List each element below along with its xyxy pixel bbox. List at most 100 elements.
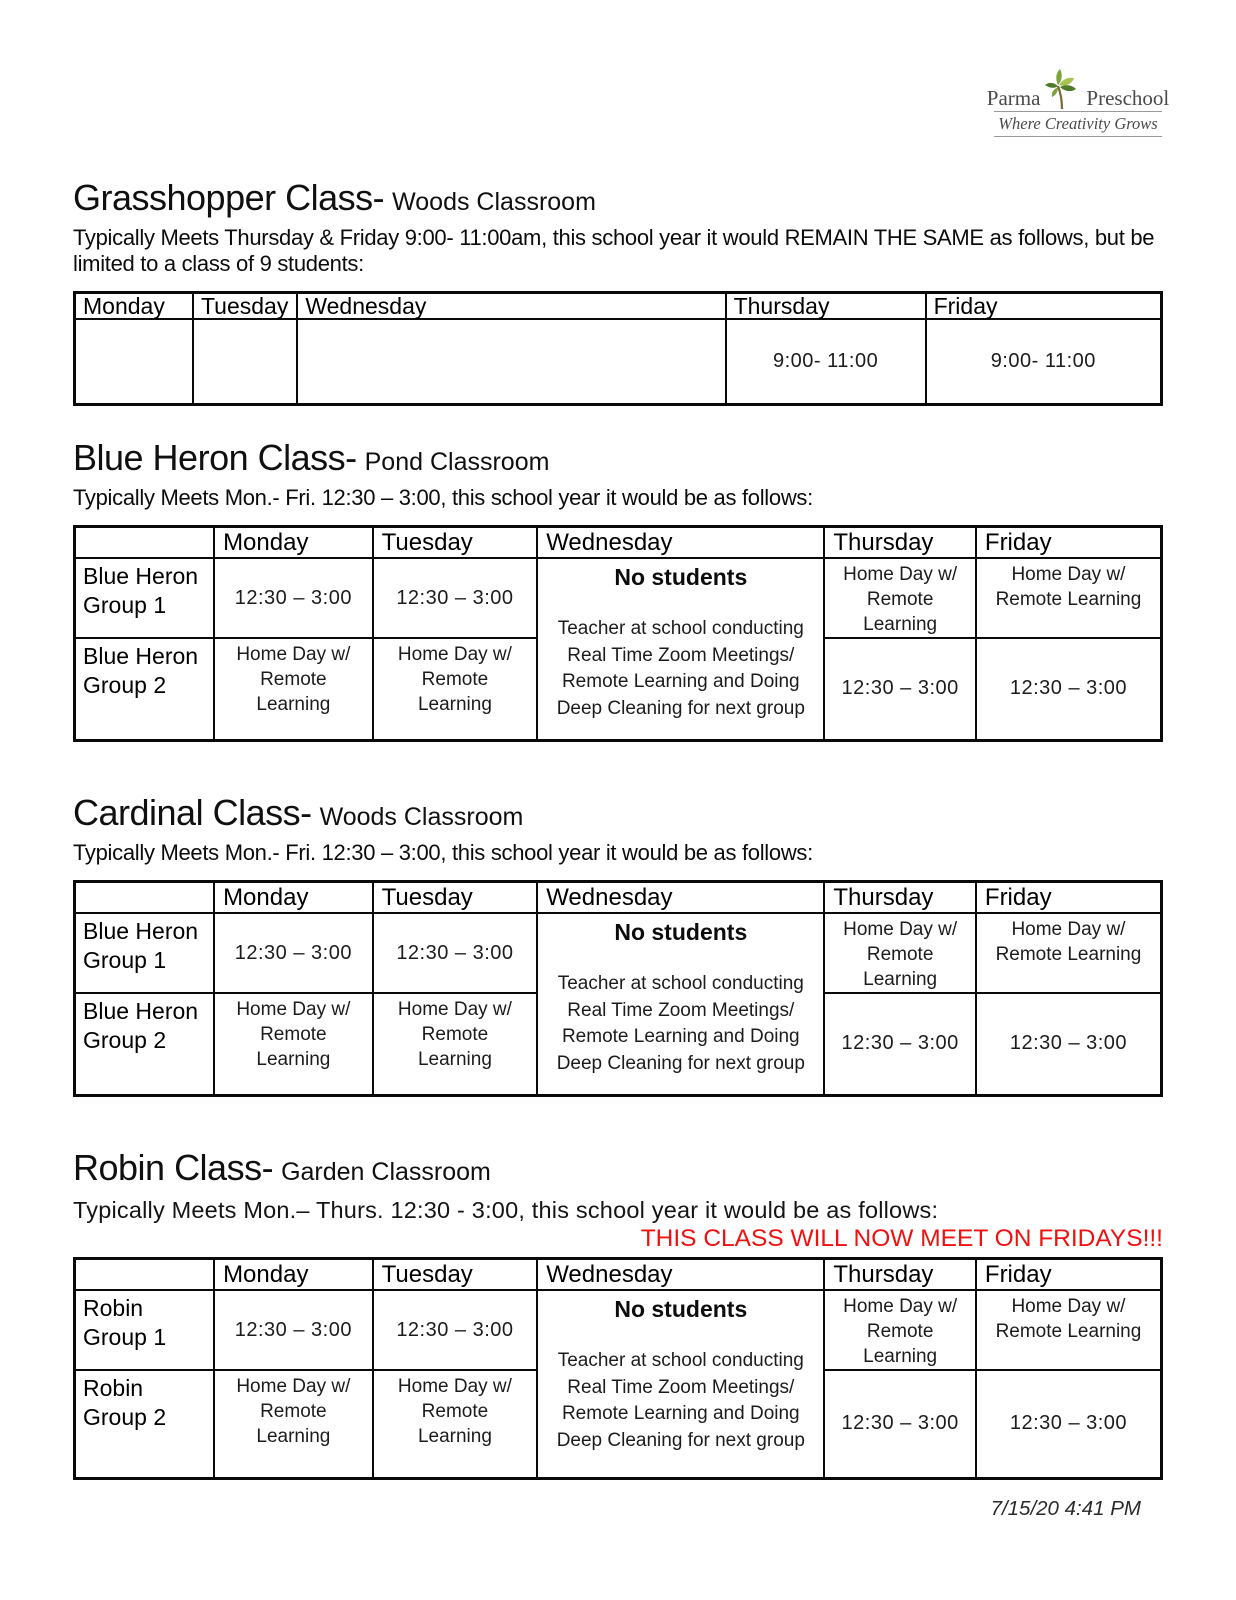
section-title-blue-heron: Blue Heron Class- Pond Classroom xyxy=(73,438,1163,483)
cell-thursday: Home Day w/ Remote Learning xyxy=(823,912,977,994)
logo-name-left: Parma xyxy=(986,86,1041,110)
class-name: Robin Class- xyxy=(73,1147,274,1188)
section-description: Typically Meets Mon.- Fri. 12:30 – 3:00,… xyxy=(73,840,813,865)
cell-wednesday: No students Teacher at school conducting… xyxy=(536,912,826,1096)
day-header-wednesday: Wednesday xyxy=(296,291,727,320)
section-robin: Robin Class- Garden Classroom Typically M… xyxy=(73,1148,1163,1480)
cell-thursday: Home Day w/ Remote Learning xyxy=(823,1289,977,1371)
classroom-name: Woods Classroom xyxy=(319,803,524,831)
group-label: Robin Group 2 xyxy=(73,1369,216,1479)
cell-monday: Home Day w/ Remote Learning xyxy=(213,992,374,1096)
table-header-row: Monday Tuesday Wednesday Thursday Friday xyxy=(73,291,1163,320)
logo-name-right: Preschool xyxy=(1086,86,1170,110)
day-header-wednesday: Wednesday xyxy=(536,880,826,914)
cell-tuesday: 12:30 – 3:00 xyxy=(371,1289,539,1371)
day-header-friday: Friday xyxy=(924,291,1163,320)
cell-thursday: 9:00- 11:00 xyxy=(724,318,927,406)
class-name: Grasshopper Class- xyxy=(73,177,385,218)
cell-monday: 12:30 – 3:00 xyxy=(213,912,374,994)
day-header-monday: Monday xyxy=(213,880,374,914)
table-row-group2: Blue Heron Group 2 Home Day w/ Remote Le… xyxy=(73,992,1163,1096)
cell-tuesday: Home Day w/ Remote Learning xyxy=(371,992,539,1096)
cell-wednesday xyxy=(296,318,727,406)
cardinal-schedule-table: Monday Tuesday Wednesday Thursday Friday… xyxy=(73,880,1163,1097)
table-row: 9:00- 11:00 9:00- 11:00 xyxy=(73,318,1163,406)
cell-tuesday: Home Day w/ Remote Learning xyxy=(371,637,539,741)
day-header-monday: Monday xyxy=(73,291,194,320)
teacher-note: Teacher at school conducting Real Time Z… xyxy=(556,973,805,1074)
day-header-wednesday: Wednesday xyxy=(536,525,826,559)
cell-monday: Home Day w/ Remote Learning xyxy=(213,1369,374,1479)
day-header-thursday: Thursday xyxy=(823,1257,977,1291)
cell-friday: Home Day w/ Remote Learning xyxy=(974,1289,1163,1371)
no-students-note: No students xyxy=(614,1296,748,1322)
parma-preschool-logo: Parma Preschool Where Creativity Grows xyxy=(987,68,1169,139)
plant-leaves-icon xyxy=(1045,69,1077,110)
cell-tuesday: Home Day w/ Remote Learning xyxy=(371,1369,539,1479)
day-header-thursday: Thursday xyxy=(823,525,977,559)
logo-tagline: Where Creativity Grows xyxy=(998,114,1158,133)
cell-friday: Home Day w/ Remote Learning xyxy=(974,557,1163,639)
cell-friday: 12:30 – 3:00 xyxy=(974,637,1163,741)
logo-divider-bottom xyxy=(994,136,1162,137)
cell-monday: 12:30 – 3:00 xyxy=(213,1289,374,1371)
cell-friday: Home Day w/ Remote Learning xyxy=(974,912,1163,994)
group-label: Blue Heron Group 1 xyxy=(73,912,216,994)
table-row-group2: Blue Heron Group 2 Home Day w/ Remote Le… xyxy=(73,637,1163,741)
cell-tuesday: 12:30 – 3:00 xyxy=(371,557,539,639)
day-header-tuesday: Tuesday xyxy=(371,880,539,914)
print-timestamp: 7/15/20 4:41 PM xyxy=(990,1497,1141,1520)
table-header-row: Monday Tuesday Wednesday Thursday Friday xyxy=(73,1257,1163,1291)
table-row-group1: Blue Heron Group 1 12:30 – 3:00 12:30 – … xyxy=(73,557,1163,741)
cell-thursday: Home Day w/ Remote Learning xyxy=(823,557,977,639)
blue-heron-schedule-table: Monday Tuesday Wednesday Thursday Friday… xyxy=(73,525,1163,742)
day-header-monday: Monday xyxy=(213,1257,374,1291)
table-header-row: Monday Tuesday Wednesday Thursday Friday xyxy=(73,880,1163,914)
cell-friday: 12:30 – 3:00 xyxy=(974,992,1163,1096)
logo-name-row: Parma Preschool xyxy=(987,68,1169,110)
cell-monday: Home Day w/ Remote Learning xyxy=(213,637,374,741)
group-header-blank xyxy=(73,880,216,914)
section-blue-heron: Blue Heron Class- Pond Classroom Typicall… xyxy=(73,438,1163,742)
group-header-blank xyxy=(73,1257,216,1291)
cell-wednesday: No students Teacher at school conducting… xyxy=(536,1289,826,1479)
cell-monday xyxy=(73,318,194,406)
day-header-wednesday: Wednesday xyxy=(536,1257,826,1291)
table-row-group2: Robin Group 2 Home Day w/ Remote Learnin… xyxy=(73,1369,1163,1479)
group-label: Blue Heron Group 1 xyxy=(73,557,216,639)
fridays-notice: THIS CLASS WILL NOW MEET ON FRIDAYS!!! xyxy=(640,1225,1163,1252)
section-description: Typically Meets Mon.- Fri. 12:30 – 3:00,… xyxy=(73,485,813,510)
cell-friday: 9:00- 11:00 xyxy=(924,318,1163,406)
day-header-friday: Friday xyxy=(974,1257,1163,1291)
cell-tuesday: 12:30 – 3:00 xyxy=(371,912,539,994)
teacher-note: Teacher at school conducting Real Time Z… xyxy=(556,618,805,719)
cell-thursday: 12:30 – 3:00 xyxy=(823,637,977,741)
no-students-note: No students xyxy=(614,919,748,945)
section-grasshopper: Grasshopper Class- Woods Classroom Typica… xyxy=(73,178,1163,406)
day-header-thursday: Thursday xyxy=(823,880,977,914)
section-cardinal: Cardinal Class- Woods Classroom Typically… xyxy=(73,793,1163,1097)
cell-tuesday xyxy=(191,318,299,406)
group-label: Robin Group 1 xyxy=(73,1289,216,1371)
day-header-tuesday: Tuesday xyxy=(371,525,539,559)
section-title-cardinal: Cardinal Class- Woods Classroom xyxy=(73,793,1163,838)
logo-divider-top xyxy=(994,111,1162,112)
robin-schedule-table: Monday Tuesday Wednesday Thursday Friday… xyxy=(73,1257,1163,1480)
table-row-group1: Robin Group 1 12:30 – 3:00 12:30 – 3:00 … xyxy=(73,1289,1163,1479)
day-header-tuesday: Tuesday xyxy=(371,1257,539,1291)
cell-thursday: 12:30 – 3:00 xyxy=(823,992,977,1096)
day-header-friday: Friday xyxy=(974,880,1163,914)
group-label: Blue Heron Group 2 xyxy=(73,637,216,741)
cell-monday: 12:30 – 3:00 xyxy=(213,557,374,639)
table-row-group1: Blue Heron Group 1 12:30 – 3:00 12:30 – … xyxy=(73,912,1163,1096)
classroom-name: Garden Classroom xyxy=(281,1158,491,1186)
cell-thursday: 12:30 – 3:00 xyxy=(823,1369,977,1479)
section-description: Typically Meets Thursday & Friday 9:00- … xyxy=(73,225,1155,276)
class-name: Blue Heron Class- xyxy=(73,437,357,478)
class-name: Cardinal Class- xyxy=(73,792,312,833)
cell-wednesday: No students Teacher at school conducting… xyxy=(536,557,826,741)
day-header-tuesday: Tuesday xyxy=(191,291,299,320)
cell-friday: 12:30 – 3:00 xyxy=(974,1369,1163,1479)
classroom-name: Pond Classroom xyxy=(364,448,550,476)
